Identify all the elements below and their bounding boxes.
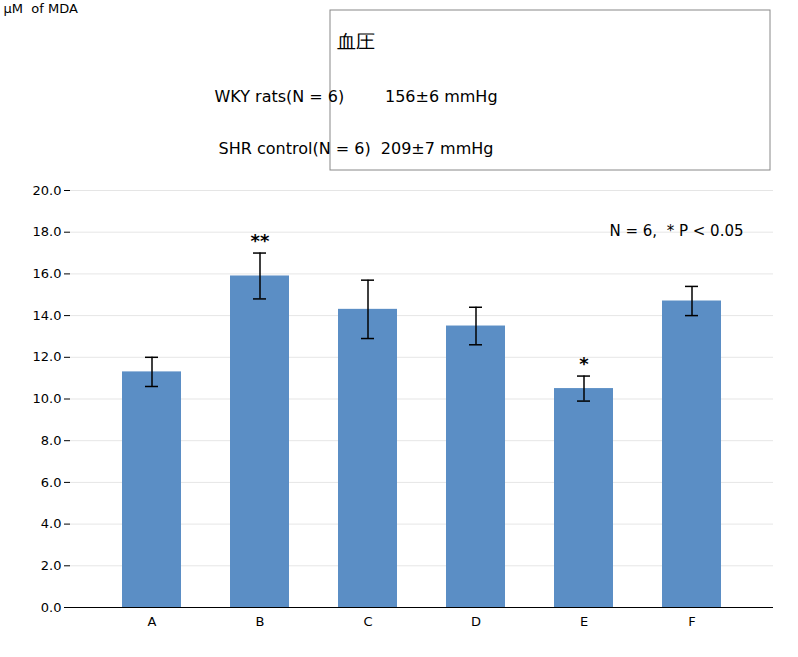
svg-text:14.0: 14.0: [33, 308, 62, 323]
svg-text:血圧: 血圧: [337, 30, 375, 52]
svg-text:A: A: [148, 614, 157, 629]
svg-text:**: **: [251, 230, 270, 251]
svg-text:SHR control(N = 6) 209±7 mmHg: SHR control(N = 6) 209±7 mmHg: [219, 139, 494, 158]
svg-text:F: F: [688, 614, 695, 629]
svg-text:4.0: 4.0: [41, 516, 62, 531]
svg-text:E: E: [580, 614, 588, 629]
svg-text:20.0: 20.0: [33, 183, 62, 198]
svg-text:μM of MDA: μM of MDA: [4, 1, 78, 16]
svg-text:N = 6, * P < 0.05: N = 6, * P < 0.05: [610, 222, 744, 240]
svg-text:12.0: 12.0: [33, 349, 62, 364]
svg-text:18.0: 18.0: [33, 224, 62, 239]
svg-text:0.0: 0.0: [41, 600, 62, 615]
svg-text:C: C: [363, 614, 372, 629]
svg-text:2.0: 2.0: [41, 558, 62, 573]
svg-text:D: D: [471, 614, 481, 629]
svg-text:WKY rats(N = 6) 156±6 m: WKY rats(N = 6) 156±6 mmHg: [214, 87, 497, 106]
svg-text:8.0: 8.0: [41, 433, 62, 448]
svg-text:B: B: [256, 614, 265, 629]
svg-text:*: *: [579, 353, 589, 374]
svg-text:6.0: 6.0: [41, 475, 62, 490]
svg-text:10.0: 10.0: [33, 391, 62, 406]
svg-text:16.0: 16.0: [33, 266, 62, 281]
